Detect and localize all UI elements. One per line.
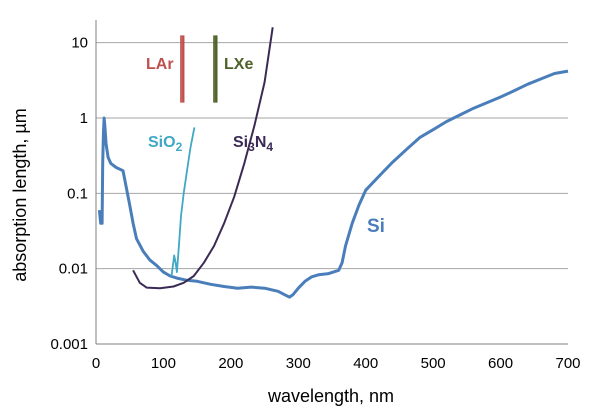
- x-tick-label: 600: [488, 355, 513, 372]
- lxe-label: LXe: [224, 56, 253, 73]
- si3n4-label: Si3N4: [233, 134, 273, 154]
- x-tick-label: 100: [151, 355, 176, 372]
- y-axis-title: absorption length, µm: [10, 108, 30, 281]
- x-tick-labels: 0 100 200 300 400 500 600 700: [92, 355, 581, 372]
- y-tick-label: 1: [80, 110, 88, 127]
- lar-label: LAr: [146, 56, 174, 73]
- grid-lines: [96, 42, 568, 270]
- axes: [95, 20, 568, 345]
- sio2-label: SiO2: [148, 134, 183, 154]
- x-tick-label: 700: [555, 355, 580, 372]
- y-tick-labels: 0.001 0.01 0.1 1 10: [50, 35, 88, 353]
- y-tick-label: 0.001: [50, 336, 88, 353]
- si3n4-series-line: [132, 27, 274, 290]
- x-tick-label: 0: [92, 355, 100, 372]
- y-tick-label: 10: [71, 35, 88, 52]
- si-label: Si: [367, 216, 385, 237]
- x-tick-label: 300: [286, 355, 311, 372]
- x-tick-label: 200: [218, 355, 243, 372]
- x-tick-label: 400: [353, 355, 378, 372]
- x-tick-label: 500: [421, 355, 446, 372]
- y-tick-label: 0.01: [59, 261, 88, 278]
- si-series-line: [97, 69, 569, 299]
- series-lines: [97, 27, 569, 299]
- sio2-series-line: [170, 127, 196, 277]
- x-axis-title: wavelength, nm: [267, 386, 394, 406]
- y-tick-label: 0.1: [67, 185, 88, 202]
- detector-bands: [180, 35, 218, 103]
